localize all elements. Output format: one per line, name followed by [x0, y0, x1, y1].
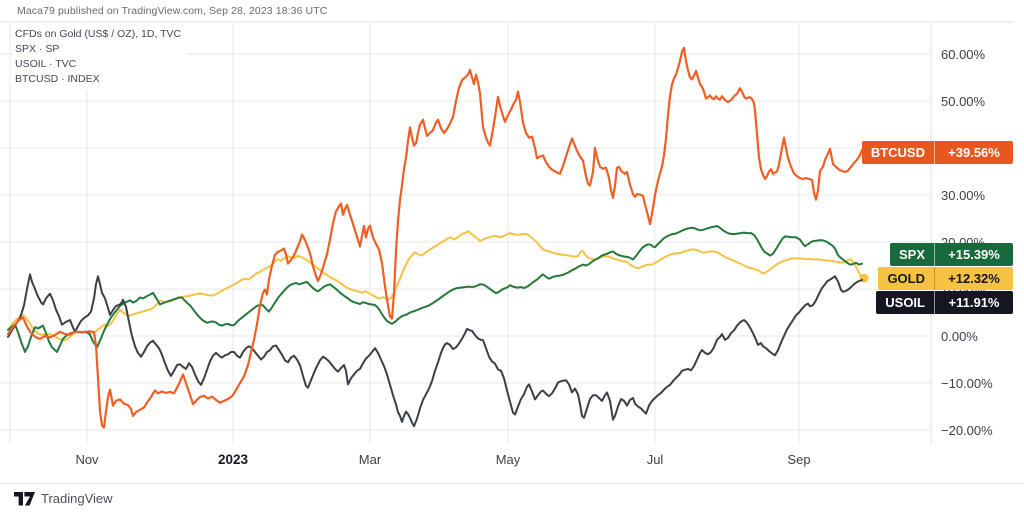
- y-axis-label: 30.00%: [941, 187, 986, 203]
- price-badge-btcusd: BTCUSD +39.56%: [861, 141, 1013, 164]
- price-badge-spx: SPX +15.39%: [889, 243, 1013, 266]
- footer-divider: [0, 483, 1024, 484]
- publish-attribution: Maca79 published on TradingView.com, Sep…: [17, 5, 328, 17]
- price-badge-gold: GOLD +12.32%: [878, 267, 1013, 290]
- badge-symbol: SPX: [898, 247, 925, 262]
- badge-value: +12.32%: [934, 267, 1013, 290]
- legend-compare-usoil: USOIL · TVC: [15, 58, 77, 70]
- tradingview-logo[interactable]: TradingView: [14, 491, 113, 506]
- price-badge-usoil: USOIL +11.91%: [876, 291, 1013, 314]
- badge-value: +11.91%: [934, 291, 1013, 314]
- legend-compare-spx: SPX · SP: [15, 43, 60, 55]
- x-axis-label-sep: Sep: [787, 452, 811, 467]
- series-line-usoil: [7, 273, 863, 428]
- legend-main-symbol: CFDs on Gold (US$ / OZ), 1D, TVC: [15, 28, 182, 40]
- chart-legend: CFDs on Gold (US$ / OZ), 1D, TVC SPX · S…: [13, 25, 188, 90]
- badge-symbol: USOIL: [885, 295, 925, 310]
- x-axis-label-mar: Mar: [358, 452, 382, 467]
- x-axis-label-nov: Nov: [75, 452, 99, 467]
- badge-symbol: BTCUSD: [870, 145, 925, 160]
- series-line-gold: [7, 230, 863, 342]
- x-axis-label-jul: Jul: [646, 452, 664, 467]
- x-axis-label-may: May: [495, 452, 521, 467]
- legend-compare-btcusd: BTCUSD · INDEX: [15, 73, 100, 85]
- tradingview-mark-icon: [14, 491, 35, 505]
- y-axis-label: 60.00%: [941, 46, 986, 62]
- badge-value: +39.56%: [934, 141, 1013, 164]
- y-axis-label: 50.00%: [941, 93, 986, 109]
- y-axis-label: −10.00%: [941, 375, 993, 391]
- y-axis-label: 0.00%: [941, 328, 978, 344]
- y-axis-label: −20.00%: [941, 422, 993, 438]
- badge-value: +15.39%: [934, 243, 1013, 266]
- tradingview-wordmark: TradingView: [41, 491, 113, 506]
- x-axis-label-2023: 2023: [217, 452, 249, 467]
- series-line-spx: [7, 225, 863, 353]
- series-line-btcusd: [6, 46, 864, 429]
- badge-symbol: GOLD: [887, 271, 925, 286]
